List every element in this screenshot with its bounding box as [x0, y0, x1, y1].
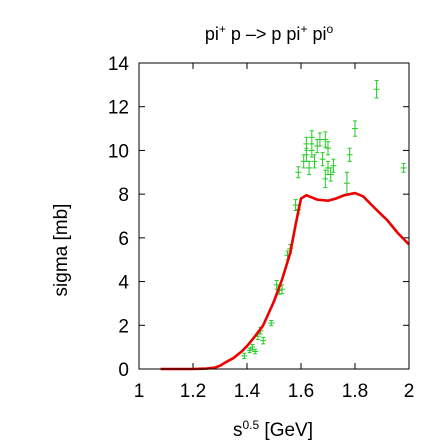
ticks-layer: 1 1.2 1.4 1.6 1.8 2 0 2 4 6 8 10 12 14 — [108, 54, 414, 402]
y-tick-label: 12 — [108, 98, 129, 119]
chart-title-part: + — [300, 22, 307, 36]
y-tick-label: 4 — [118, 273, 129, 294]
data-point — [308, 143, 315, 158]
x-tick-label: 1.2 — [180, 381, 206, 402]
data-point — [330, 158, 337, 173]
data-point — [306, 160, 313, 175]
data-point — [308, 130, 315, 145]
y-axis-title: sigma [mb] — [51, 204, 72, 297]
plot-frame — [138, 62, 410, 370]
data-point — [325, 141, 331, 156]
data-point — [260, 336, 267, 345]
model-curve-line — [160, 191, 410, 371]
data-point — [322, 131, 329, 148]
data-point — [343, 171, 350, 195]
data-point — [316, 132, 323, 147]
data-point — [295, 166, 302, 179]
data-point — [400, 163, 407, 173]
data-point — [319, 152, 326, 167]
chart-title: pi+ p –> p pi+ pio — [205, 22, 334, 44]
chart-title-part: o — [326, 22, 333, 36]
x-axis-title: s0.5 [GeV] — [233, 418, 313, 441]
x-axis-title-part: s — [233, 420, 243, 441]
chart-title-part: + — [219, 22, 226, 36]
data-point — [352, 120, 358, 137]
x-tick-label: 1 — [134, 381, 145, 402]
model-curve — [160, 191, 410, 371]
x-tick-label: 1.8 — [342, 381, 368, 402]
data-point — [322, 169, 329, 189]
data-point — [303, 147, 310, 162]
y-tick-label: 8 — [118, 185, 129, 206]
y-tick-label: 0 — [118, 360, 129, 381]
data-point — [346, 147, 353, 162]
data-point — [252, 348, 259, 355]
data-point — [246, 347, 253, 354]
data-point — [373, 79, 380, 99]
y-tick-label: 10 — [108, 141, 129, 162]
data-point — [327, 167, 334, 182]
y-tick-label: 14 — [108, 54, 130, 75]
data-point — [311, 154, 318, 169]
x-tick-label: 1.6 — [288, 381, 314, 402]
data-point — [268, 319, 275, 327]
x-tick-label: 2 — [404, 381, 415, 402]
x-tick-label: 1.4 — [234, 381, 261, 402]
y-tick-label: 6 — [118, 229, 129, 250]
chart-title-part: pi — [205, 24, 219, 44]
chart-title-part: pi — [307, 24, 326, 44]
y-tick-label: 2 — [118, 316, 129, 337]
data-point — [241, 352, 248, 360]
x-axis-title-part: 0.5 — [242, 418, 259, 432]
x-axis-title-part: [GeV] — [259, 420, 313, 441]
chart-title-part: p –> p pi — [226, 24, 301, 44]
